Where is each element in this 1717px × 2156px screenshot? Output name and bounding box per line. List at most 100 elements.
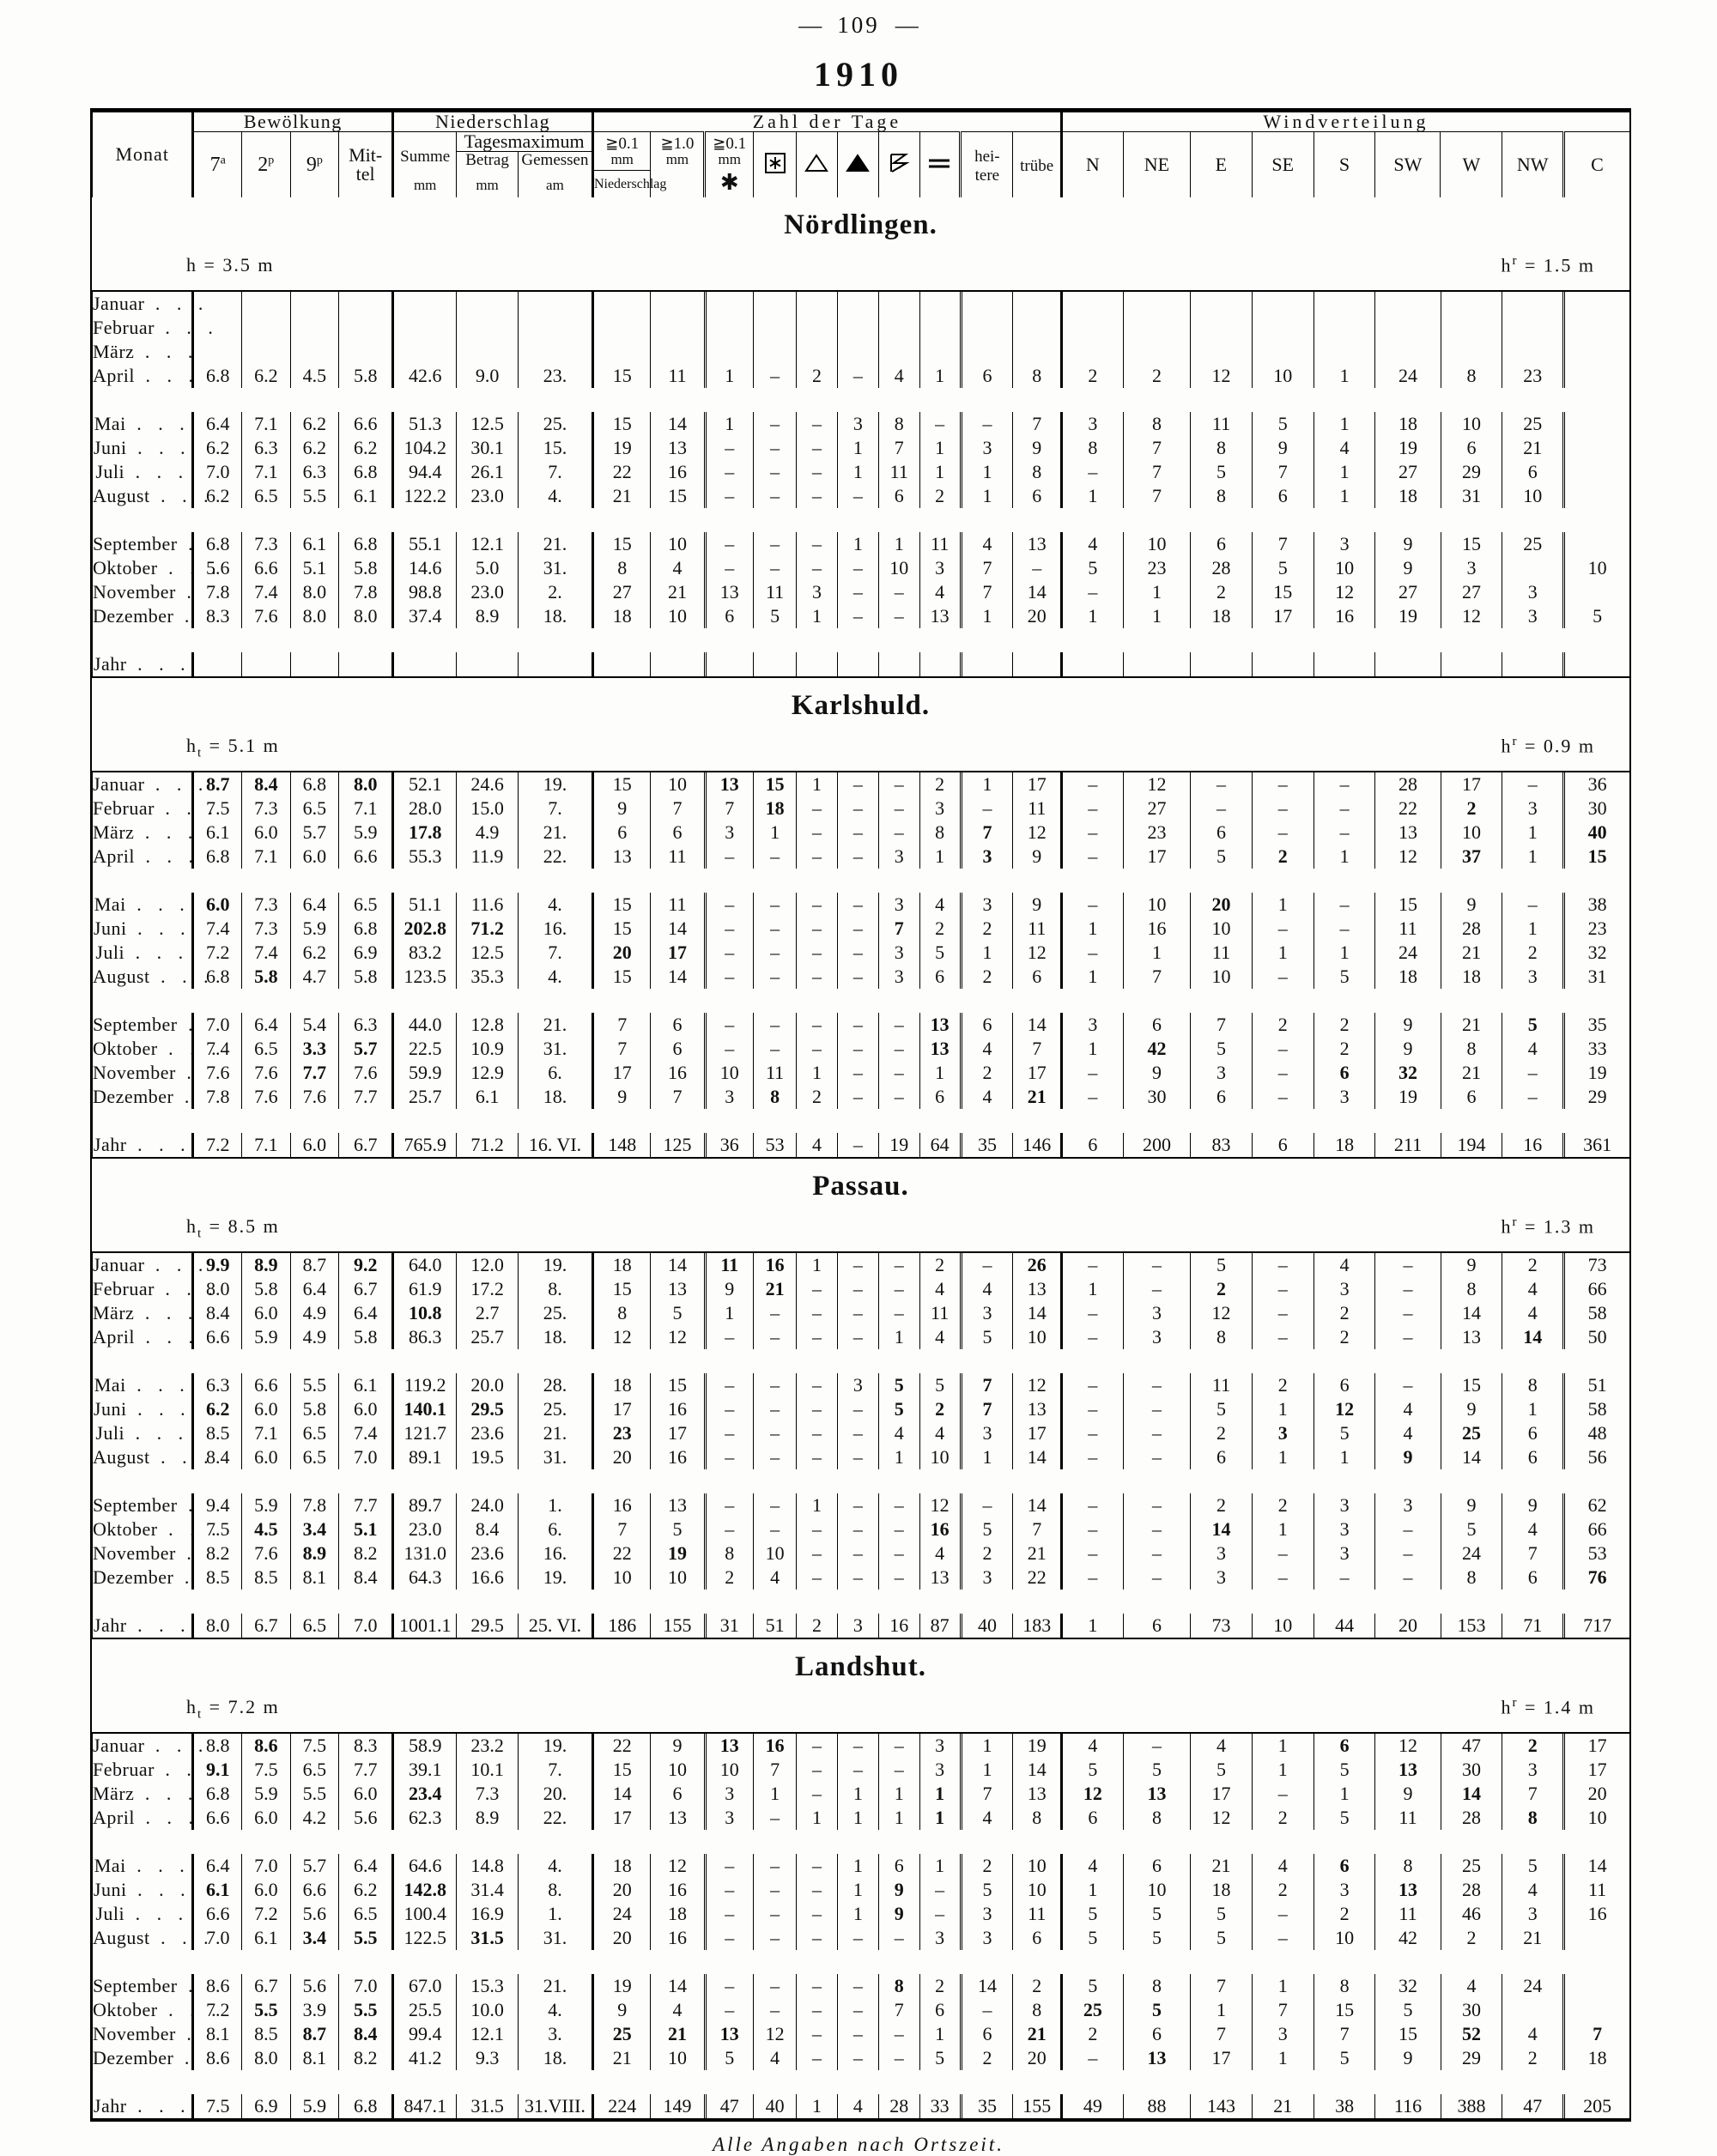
- data-cell: 9: [1440, 1493, 1502, 1517]
- data-cell: 6: [919, 1997, 962, 2022]
- data-cell: [919, 291, 962, 316]
- data-cell: 7.: [517, 796, 593, 821]
- data-cell: [796, 651, 838, 676]
- data-cell: 66: [1562, 1517, 1629, 1541]
- data-cell: 25.7: [391, 1084, 457, 1109]
- data-cell: 30: [1440, 1997, 1502, 2022]
- data-cell: –: [1251, 796, 1314, 821]
- data-cell: –: [959, 796, 1013, 821]
- data-cell: 6.6: [191, 1805, 242, 1830]
- data-cell: 28: [1190, 555, 1253, 580]
- data-cell: –: [703, 916, 754, 941]
- data-cell: 8: [877, 411, 920, 436]
- data-cell: –: [877, 603, 920, 628]
- data-cell: 2: [1313, 1324, 1375, 1349]
- data-cell: 18: [1190, 603, 1253, 628]
- data-cell: 9.0: [456, 363, 519, 388]
- data-cell: 21: [591, 2045, 651, 2070]
- data-cell: –: [796, 2045, 838, 2070]
- data-cell: 6.7: [241, 1613, 291, 1638]
- data-cell: 2: [919, 483, 962, 508]
- data-cell: –: [1060, 1420, 1124, 1445]
- data-cell: 52: [1440, 2021, 1502, 2046]
- data-cell: 3: [836, 1372, 879, 1397]
- month-label: Jahr . . .: [91, 1132, 193, 1157]
- data-cell: 5: [919, 2045, 962, 2070]
- data-cell: [703, 291, 754, 316]
- data-cell: [1440, 291, 1502, 316]
- data-cell: 27: [1440, 579, 1502, 604]
- data-cell: 6: [1122, 1613, 1191, 1638]
- data-cell: 1: [836, 1901, 879, 1926]
- data-cell: 6.4: [191, 411, 242, 436]
- data-cell: 361: [1562, 1132, 1629, 1157]
- data-cell: 15: [591, 1757, 651, 1782]
- data-cell: 8: [1012, 363, 1062, 388]
- data-cell: 1: [959, 772, 1013, 796]
- data-cell: –: [703, 1493, 754, 1517]
- data-cell: 8.4: [241, 772, 291, 796]
- data-cell: 10: [650, 603, 706, 628]
- data-cell: 16: [753, 1733, 797, 1758]
- data-cell: 16.: [517, 1541, 593, 1566]
- data-cell: 6: [1313, 1733, 1375, 1758]
- data-cell: 7: [591, 1012, 651, 1037]
- data-cell: 21.: [517, 531, 593, 556]
- data-cell: 224: [591, 2093, 651, 2118]
- data-cell: 11: [1374, 916, 1441, 941]
- data-cell: 7.2: [191, 1997, 242, 2022]
- header-wind-nw: NW: [1502, 131, 1564, 197]
- station-table-passau: Januar . . . 9.9 8.9 8.7 9.2 64.0 12.0 19. 18 14 1…: [91, 1251, 1629, 1639]
- data-cell: 8.9: [289, 1541, 339, 1566]
- data-cell: 9: [1502, 1493, 1564, 1517]
- data-cell: 13: [703, 1733, 754, 1758]
- data-cell: 88: [1122, 2093, 1191, 2118]
- data-cell: 9.4: [191, 1493, 242, 1517]
- data-cell: 2: [1502, 940, 1564, 965]
- data-cell: 4: [1374, 1420, 1441, 1445]
- data-cell: 4: [836, 2093, 879, 2118]
- data-cell: [1374, 315, 1441, 340]
- data-cell: [959, 315, 1013, 340]
- data-cell: 14: [1012, 1012, 1062, 1037]
- data-cell: 5.8: [338, 964, 393, 989]
- data-cell: 4: [919, 1276, 962, 1301]
- data-cell: 35.3: [456, 964, 519, 989]
- data-cell: 7.6: [289, 1084, 339, 1109]
- data-cell: 4: [959, 1036, 1013, 1061]
- table-row: Mai . . . 6.0 7.3 6.4 6.5 51.1 11.6 4. 15 11– – – –3…: [91, 892, 1629, 917]
- data-cell: 6.1: [191, 1877, 242, 1902]
- data-cell: 3: [1190, 1541, 1253, 1566]
- data-cell: –: [796, 916, 838, 941]
- data-cell: 5.9: [338, 820, 393, 845]
- data-cell: 1: [836, 1877, 879, 1902]
- header-tage-truebe: trübe: [1012, 131, 1062, 197]
- data-cell: 3: [919, 1733, 962, 1758]
- data-cell: [796, 291, 838, 316]
- data-cell: [1251, 339, 1314, 364]
- data-cell: 6.4: [191, 1853, 242, 1878]
- data-cell: 13: [919, 1036, 962, 1061]
- data-cell: 4: [1440, 1973, 1502, 1998]
- data-cell: –: [836, 579, 879, 604]
- data-cell: –: [1012, 555, 1062, 580]
- data-cell: 13: [1374, 1757, 1441, 1782]
- data-cell: 17: [650, 940, 706, 965]
- data-cell: –: [836, 1757, 879, 1782]
- data-cell: –: [796, 1757, 838, 1782]
- data-cell: 2: [919, 1396, 962, 1421]
- data-cell: –: [796, 1036, 838, 1061]
- data-cell: 11: [1012, 796, 1062, 821]
- data-cell: 9: [591, 796, 651, 821]
- data-cell: 6.8: [289, 772, 339, 796]
- station-name: Passau.: [812, 1170, 909, 1202]
- data-cell: –: [836, 1396, 879, 1421]
- header-bew-9p: 9p: [289, 131, 339, 197]
- data-cell: 17: [591, 1396, 651, 1421]
- data-cell: 4: [1502, 1036, 1564, 1061]
- data-cell: 8: [1060, 435, 1124, 460]
- data-cell: 31.: [517, 555, 593, 580]
- data-cell: [1374, 651, 1441, 676]
- data-cell: 5: [1190, 1757, 1253, 1782]
- data-cell: 26.1: [456, 459, 519, 484]
